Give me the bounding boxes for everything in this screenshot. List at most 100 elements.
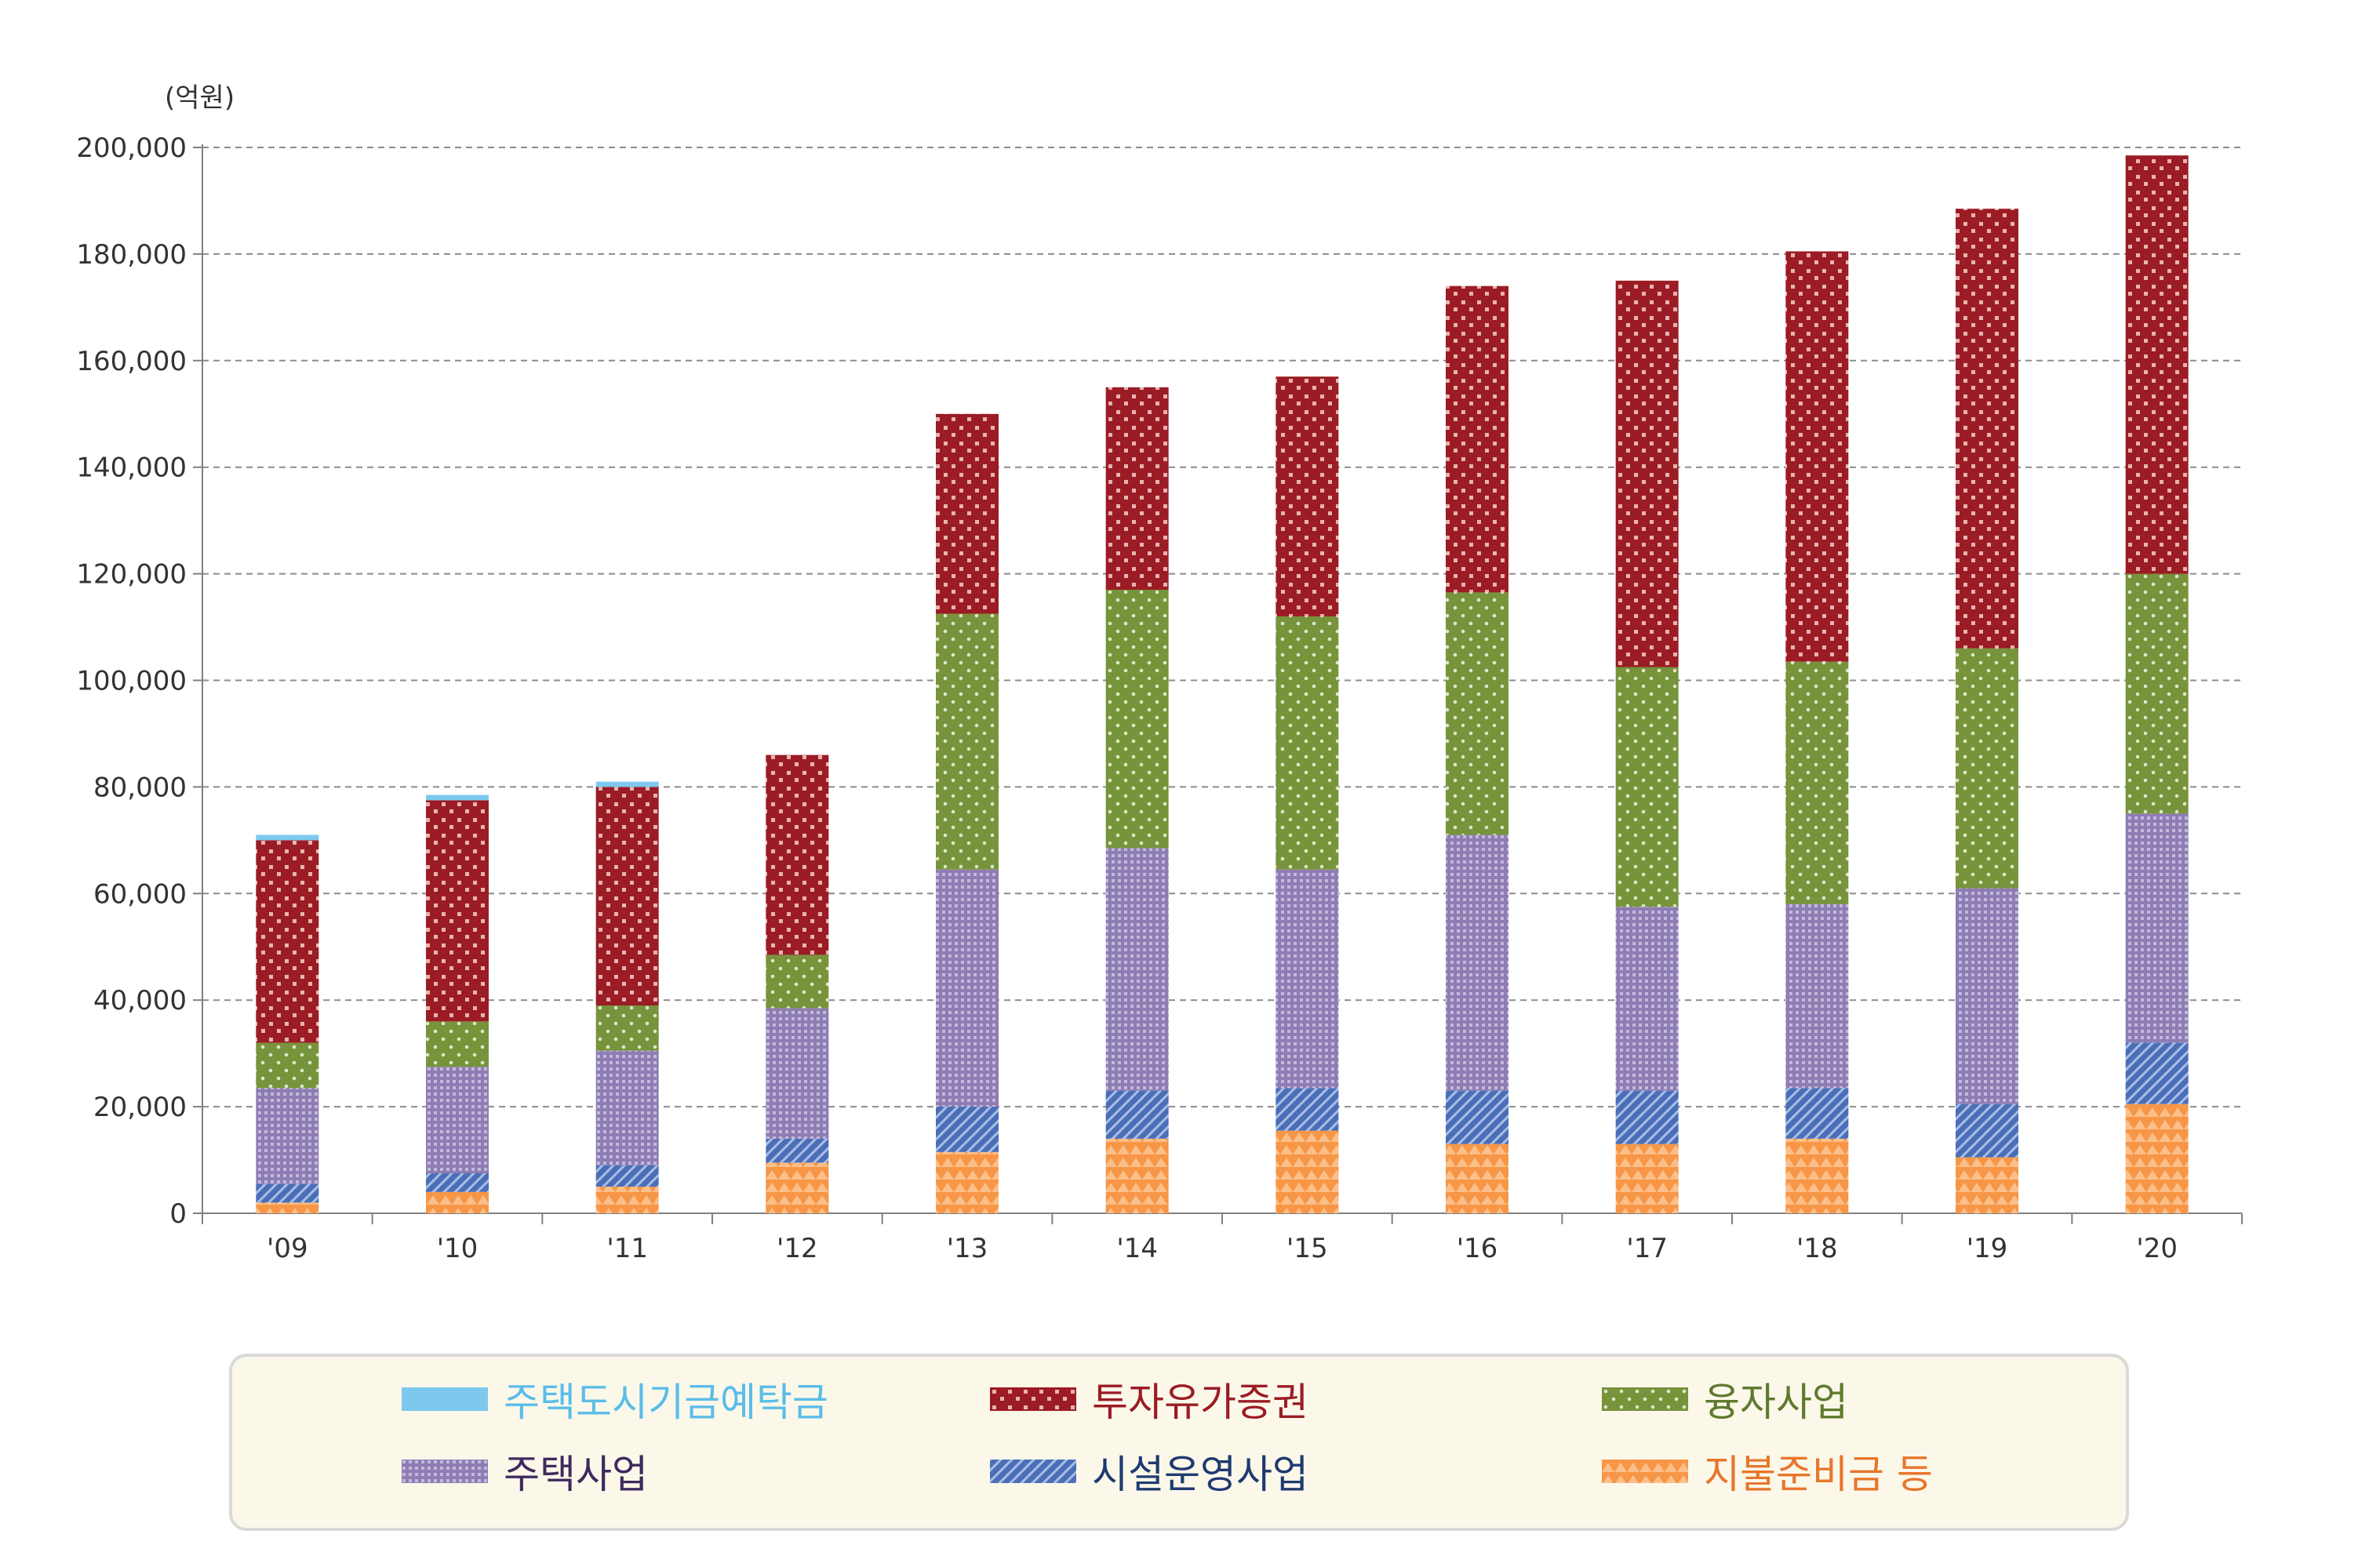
bar-segment [426, 794, 489, 801]
legend-item-reserve-funds: 지불준비금 등 [1602, 1440, 1933, 1503]
bar-segment [1105, 387, 1169, 590]
bar-segment [256, 1088, 319, 1184]
legend-label: 지불준비금 등 [1704, 1452, 1933, 1497]
bar-segment [426, 800, 489, 1022]
bar-segment [1446, 285, 1508, 593]
x-tick-label: '19 [1967, 1233, 2008, 1264]
gridlines [202, 147, 2242, 1108]
bar-segment [595, 1165, 659, 1187]
legend-swatch-housing-fund-deposit [402, 1387, 488, 1411]
x-tick-label: '17 [1626, 1233, 1668, 1264]
legend-item-loan-business: 융자사업 [1602, 1368, 1848, 1431]
legend: 주택도시기금예탁금 투자유가증권 융자사업 주택사업 시설운영사업 지불준비금 … [229, 1354, 2129, 1531]
bar-segment [1956, 888, 2018, 1104]
bar-segment [256, 840, 319, 1043]
x-tick-label: '18 [1796, 1233, 1838, 1264]
bar-segment [595, 781, 659, 787]
bar-segment [1446, 592, 1508, 835]
bar-segment [1615, 907, 1679, 1091]
bar-segment [595, 1005, 659, 1051]
y-tick-label: 0 [169, 1198, 187, 1230]
bar-segment [426, 1067, 489, 1174]
x-tick-label: '20 [2136, 1233, 2178, 1264]
bar-segment [256, 834, 319, 841]
bar-segment [1105, 1138, 1169, 1213]
legend-swatch-housing-business [402, 1460, 488, 1483]
bar-segment [936, 1107, 999, 1152]
y-tick-label: 200,000 [76, 133, 187, 164]
bar-segment [426, 1191, 489, 1213]
legend-label: 투자유가증권 [1092, 1380, 1308, 1425]
bar-segment [1956, 209, 2018, 649]
bar-segment [1785, 661, 1849, 904]
bar-segment [766, 754, 829, 955]
legend-swatch-investment-securities [990, 1387, 1076, 1411]
x-tick-label: '12 [777, 1233, 818, 1264]
bar-segment [936, 413, 999, 614]
y-tick-label: 80,000 [93, 772, 187, 803]
legend-swatch-loan-business [1602, 1387, 1688, 1411]
y-tick-label: 40,000 [93, 985, 187, 1016]
bar-segment [766, 954, 829, 1009]
bar-segment [426, 1021, 489, 1067]
y-tick-label: 140,000 [76, 453, 187, 484]
bar-segment [1785, 1088, 1849, 1139]
bar-segment [1276, 1088, 1339, 1131]
axes [193, 144, 2243, 1224]
bar-segment [1615, 1090, 1679, 1144]
x-tick-label: '16 [1457, 1233, 1498, 1264]
bar-segment [2125, 573, 2189, 814]
bar-segment [766, 1008, 829, 1139]
bar-segment [256, 1042, 319, 1089]
bar-segment [766, 1162, 829, 1213]
bar-segment [1785, 903, 1849, 1089]
bar-segment [1105, 589, 1169, 849]
x-tick-label: '14 [1116, 1233, 1158, 1264]
legend-label: 주택사업 [504, 1452, 648, 1497]
legend-item-facility-operation: 시설운영사업 [990, 1440, 1308, 1503]
bar-segment [1276, 376, 1339, 616]
bar-segment [2125, 813, 2189, 1043]
bar-segment [595, 1050, 659, 1165]
y-tick-label: 100,000 [76, 666, 187, 697]
legend-item-housing-business: 주택사업 [402, 1440, 648, 1503]
bar-segment [595, 1187, 659, 1213]
bar-segment [1615, 667, 1679, 907]
legend-swatch-facility-operation [990, 1460, 1076, 1483]
bar-segment [1956, 1103, 2018, 1158]
x-tick-label: '15 [1286, 1233, 1328, 1264]
bar-segment [1956, 648, 2018, 889]
bar-segment [1446, 1143, 1508, 1213]
bar-segment [1615, 1143, 1679, 1213]
legend-item-housing-fund-deposit: 주택도시기금예탁금 [402, 1368, 828, 1431]
bar-segment [256, 1183, 319, 1203]
bar-segment [1615, 280, 1679, 667]
y-tick-label: 20,000 [93, 1092, 187, 1123]
bar-segment [936, 1151, 999, 1213]
bar-segment [1446, 834, 1508, 1091]
bar-segment [936, 613, 999, 870]
legend-label: 융자사업 [1704, 1380, 1848, 1425]
bar-segment [1785, 1138, 1849, 1213]
bar-segment [2125, 155, 2189, 574]
bar-segment [2125, 1042, 2189, 1104]
bar-segment [426, 1173, 489, 1192]
x-tick-label: '11 [606, 1233, 648, 1264]
y-tick-label: 120,000 [76, 559, 187, 591]
legend-label: 시설운영사업 [1092, 1452, 1308, 1497]
x-tick-label: '09 [267, 1233, 308, 1264]
bar-segment [1105, 1090, 1169, 1139]
legend-item-investment-securities: 투자유가증권 [990, 1368, 1308, 1431]
x-tick-label: '10 [437, 1233, 479, 1264]
bar-segment [1785, 251, 1849, 662]
y-unit-label: (억원) [165, 82, 235, 114]
bar-segment [595, 787, 659, 1005]
bar-segment [1105, 848, 1169, 1091]
bar-segment [1276, 869, 1339, 1089]
axis-labels: (억원) 0 20,000 40,000 60,000 80,000 100,000 120… [76, 82, 2178, 1264]
bar-segment [1956, 1157, 2018, 1213]
bar-segment [2125, 1103, 2189, 1213]
y-tick-label: 160,000 [76, 346, 187, 377]
y-tick-label: 60,000 [93, 878, 187, 910]
